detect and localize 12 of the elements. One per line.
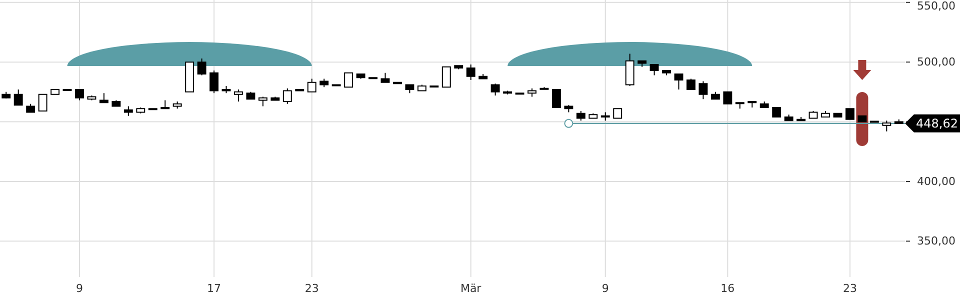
y-tick-label: 400,00 [917,174,956,188]
ref-line-label: 448,62 [916,116,958,130]
x-tick-label: 16 [720,282,735,295]
x-tick-label: 9 [602,282,609,295]
x-tick-label: 17 [207,282,222,295]
x-tick-label: 9 [76,282,83,295]
y-tick-label: 350,00 [917,234,956,248]
x-tick-label: Mär [460,282,482,295]
y-tick-label: 500,00 [917,56,956,69]
y-tick-label: 550,00 [917,0,956,12]
x-tick-label: 23 [304,282,319,295]
x-tick-label: 23 [842,282,857,295]
